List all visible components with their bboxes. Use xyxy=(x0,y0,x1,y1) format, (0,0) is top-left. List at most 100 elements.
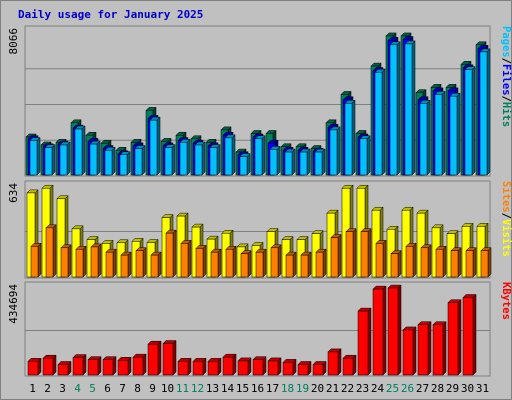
panel-1-pages-bar-15-side xyxy=(246,152,251,176)
panel-2-sites-bar-24-side xyxy=(382,239,387,278)
panel-3-kbytes-bar-3-face xyxy=(57,364,69,376)
day-label-10: 10 xyxy=(161,382,174,395)
panel-3-legend: KBytes xyxy=(500,282,512,320)
panel-3-kbytes-bar-4-face xyxy=(72,357,84,376)
panel-2-sites-bar-22 xyxy=(345,228,357,278)
panel-1-pages-bar-9 xyxy=(149,116,161,176)
panel-1-pages-bar-4 xyxy=(74,125,86,176)
panel-2-sites-bar-14-side xyxy=(232,245,237,278)
panel-2-sites-bar-13-side xyxy=(217,248,222,278)
panel-1-pages-bar-18-face xyxy=(284,151,293,176)
panel-2-sites-bar-20 xyxy=(315,248,327,278)
panel-2-sites-bar-31-face xyxy=(480,250,489,278)
day-label-13: 13 xyxy=(206,382,219,395)
panel-3-kbytes-bar-14-side xyxy=(232,353,237,376)
panel-2-sites-bar-22-face xyxy=(345,231,354,278)
panel-1-pages-bar-13-face xyxy=(209,147,218,176)
panel-1-pages-bar-26 xyxy=(404,40,416,176)
panel-1-pages-bar-7 xyxy=(119,151,131,176)
panel-1-pages-bar-11-side xyxy=(186,138,191,176)
panel-1-pages-bar-16 xyxy=(254,135,266,176)
day-label-2: 2 xyxy=(44,382,51,395)
panel-3-kbytes-bar-12-face xyxy=(192,361,204,376)
day-label-15: 15 xyxy=(236,382,249,395)
panel-1-pages-bar-5 xyxy=(89,140,101,176)
day-label-4: 4 xyxy=(74,382,81,395)
panel-2-sites-bar-29-face xyxy=(450,250,459,278)
panel-2-sites-bar-29 xyxy=(450,247,462,278)
day-label-24: 24 xyxy=(371,382,385,395)
panel-2-sites-bar-18-side xyxy=(292,251,297,278)
panel-1-pages-bar-9-side xyxy=(156,116,161,176)
panel-1-pages-bar-10-side xyxy=(171,144,176,176)
panel-3-kbytes-bar-13-face xyxy=(207,361,219,376)
panel-3-kbytes-bar-7-face xyxy=(117,360,129,376)
panel-1-pages-bar-5-side xyxy=(96,140,101,176)
panel-2-sites-bar-4-face xyxy=(75,248,84,278)
panel-1-pages-bar-21-side xyxy=(336,126,341,176)
panel-1-legend-item-3: / xyxy=(500,96,512,102)
panel-3-kbytes-bar-27-side xyxy=(427,321,432,376)
panel-1-pages-bar-25 xyxy=(389,41,401,176)
panel-2-sites-bar-5 xyxy=(90,243,102,278)
panel-3-kbytes-bar-24-face xyxy=(372,288,384,376)
panel-3-kbytes-bar-29-face xyxy=(447,302,459,376)
panel-3-kbytes-bar-22-face xyxy=(342,357,354,376)
panel-1-pages-bar-19-face xyxy=(299,151,308,176)
panel-2-sites-bar-4-side xyxy=(82,245,87,278)
panel-1-legend-item-0: Pages xyxy=(500,26,512,58)
panel-1-pages-bar-1-face xyxy=(29,140,38,176)
panel-2-sites-bar-7-side xyxy=(127,251,132,278)
panel-1-pages-bar-28-face xyxy=(434,94,443,176)
panel-3-kbytes-bar-1-face xyxy=(27,361,39,376)
panel-2-sites-bar-2 xyxy=(45,224,57,278)
panel-2-sites-bar-18-face xyxy=(285,254,294,278)
panel-2-sites-bar-7 xyxy=(120,251,132,278)
day-label-17: 17 xyxy=(266,382,279,395)
panel-1-pages-bar-14-face xyxy=(224,137,233,176)
panel-1-pages-bar-29-face xyxy=(449,95,458,176)
panel-1-pages-bar-2-side xyxy=(51,144,56,176)
panel-1-pages-bar-2 xyxy=(44,144,56,176)
panel-1-pages-bar-1 xyxy=(29,136,41,176)
panel-2-sites-bar-12-face xyxy=(195,248,204,278)
panel-2-sites-bar-29-side xyxy=(457,247,462,278)
panel-2-sites-bar-13-face xyxy=(210,251,219,278)
panel-3-kbytes-bar-23 xyxy=(357,307,372,376)
panel-3-kbytes-bar-19 xyxy=(297,360,312,376)
panel-3-kbytes-bar-8 xyxy=(132,353,147,376)
panel-3-legend-item-0: KBytes xyxy=(500,282,512,320)
day-label-23: 23 xyxy=(356,382,369,395)
panel-2-sites-bar-15-face xyxy=(240,253,249,278)
panel-1-pages-bar-3-side xyxy=(66,141,71,176)
panel-2-sites-bar-9-side xyxy=(157,251,162,278)
panel-1-pages-bar-30-side xyxy=(471,66,476,176)
panel-3-kbytes-bar-8-side xyxy=(142,353,147,376)
panel-2-sites-bar-17 xyxy=(270,244,282,278)
panel-2-sites-bar-28-face xyxy=(435,248,444,278)
panel-2-sites-bar-21 xyxy=(330,233,342,278)
day-label-26: 26 xyxy=(401,382,414,395)
day-label-29: 29 xyxy=(446,382,459,395)
panel-3-kbytes-bar-21-side xyxy=(337,348,342,376)
panel-1-ymax-label: 8066 xyxy=(7,28,20,55)
panel-2-sites-bar-16-face xyxy=(255,251,264,278)
panel-2-sites-bar-2-face xyxy=(45,227,54,278)
panel-2-sites-bar-16-side xyxy=(262,248,267,278)
panel-2-sites-bar-23-side xyxy=(367,228,372,278)
panel-1-pages-bar-8-side xyxy=(141,144,146,176)
panel-3-kbytes-bar-5 xyxy=(87,356,102,376)
panel-2-sites-bar-8 xyxy=(135,247,147,278)
panel-1-pages-bar-4-side xyxy=(81,125,86,176)
panel-1-pages-bar-15 xyxy=(239,152,251,176)
panel-1-pages-bar-7-side xyxy=(126,151,131,176)
panel-2-sites-bar-10-face xyxy=(165,232,174,278)
chart-title: Daily usage for January 2025 xyxy=(18,8,204,21)
panel-1-pages-bar-14-side xyxy=(231,134,236,176)
panel-3-kbytes-bar-6-face xyxy=(102,359,114,376)
panel-2-ymax-label: 634 xyxy=(7,183,20,203)
panel-3-kbytes-bar-10 xyxy=(162,339,177,376)
panel-2-sites-bar-6-side xyxy=(112,248,117,278)
day-label-28: 28 xyxy=(431,382,444,395)
